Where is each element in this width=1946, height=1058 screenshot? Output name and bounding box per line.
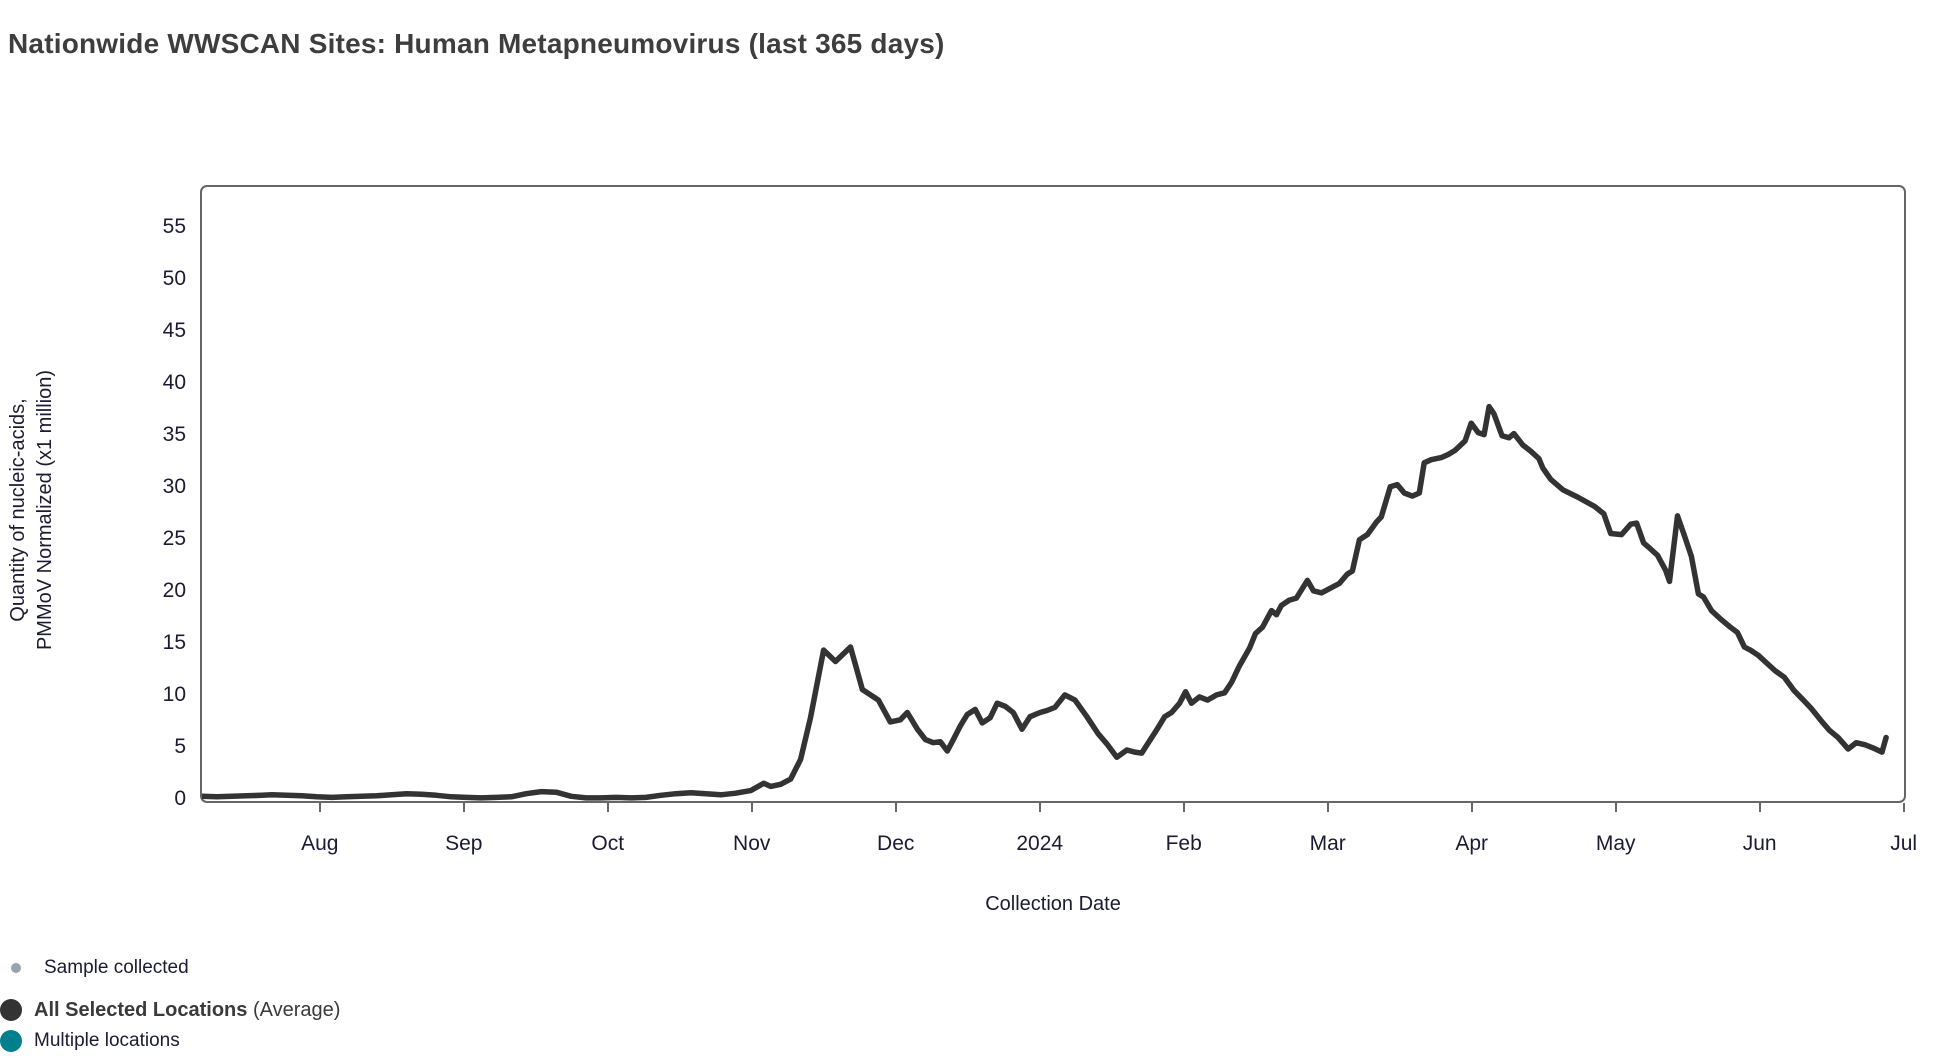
y-tick-label: 45 — [162, 318, 186, 342]
x-tick-label: Dec — [877, 832, 915, 855]
legend-item-sample-collected: Sample collected — [0, 954, 189, 982]
legend-label-all-selected-locations: All Selected Locations (Average) — [34, 999, 340, 1022]
x-tick-label: Mar — [1309, 832, 1346, 855]
legend-item-all-selected-locations: All Selected Locations (Average) — [0, 996, 340, 1024]
y-tick-label: 50 — [162, 266, 186, 290]
y-tick-label: 40 — [162, 370, 186, 394]
x-axis-title: Collection Date — [985, 893, 1121, 915]
x-tick-mark — [1758, 803, 1761, 812]
x-tick-label: Jun — [1742, 832, 1777, 855]
y-tick-label: 0 — [174, 787, 186, 810]
series-line-all-locations — [202, 403, 1889, 801]
legend-item-multiple-locations: Multiple locations — [0, 1027, 180, 1055]
x-tick-mark — [1902, 803, 1905, 812]
sample-collected-dot-icon — [11, 963, 21, 973]
y-axis-title-line1: Quantity of nucleic-acids, — [7, 398, 29, 622]
y-tick-label: 30 — [162, 474, 186, 498]
x-tick-mark — [462, 803, 465, 812]
y-axis-title-line2: PMMoV Normalized (x1 million) — [34, 369, 56, 651]
chart-plot-area — [200, 185, 1906, 803]
x-tick-mark — [1038, 803, 1041, 812]
y-tick-label: 5 — [174, 734, 186, 758]
y-tick-label: 15 — [162, 630, 186, 654]
x-tick-mark — [1470, 803, 1473, 812]
x-tick-mark — [750, 803, 753, 812]
legend-label-sample-collected: Sample collected — [44, 957, 189, 978]
all-locations-dot-icon — [0, 999, 22, 1021]
x-tick-mark — [1614, 803, 1617, 812]
x-tick-label: 2024 — [1016, 832, 1064, 855]
y-tick-label: 20 — [162, 578, 186, 602]
multiple-locations-dot-icon — [0, 1030, 22, 1052]
x-tick-mark — [1326, 803, 1329, 812]
x-tick-mark — [1182, 803, 1185, 812]
y-tick-label: 35 — [162, 422, 186, 446]
legend-label-all-selected-bold: All Selected Locations — [34, 998, 248, 1021]
legend-label-average-suffix: (Average) — [247, 998, 341, 1021]
x-tick-mark — [318, 803, 321, 812]
y-tick-label: 25 — [162, 526, 186, 550]
x-tick-label: Nov — [733, 832, 771, 855]
y-tick-label: 10 — [162, 682, 186, 706]
legend-label-multiple-locations: Multiple locations — [34, 1030, 180, 1051]
x-tick-label: May — [1595, 832, 1636, 855]
y-tick-label: 55 — [162, 214, 186, 238]
x-tick-mark — [606, 803, 609, 812]
x-tick-label: Sep — [445, 832, 483, 855]
x-tick-label: Oct — [591, 832, 625, 855]
x-tick-label: Feb — [1165, 832, 1202, 855]
x-tick-mark — [894, 803, 897, 812]
page-title: Nationwide WWSCAN Sites: Human Metapneum… — [8, 28, 945, 59]
x-tick-label: Aug — [301, 832, 339, 855]
line-chart-svg — [202, 403, 1889, 801]
x-tick-label: Apr — [1455, 832, 1489, 855]
x-tick-label: Jul — [1890, 832, 1918, 855]
y-axis-title: Quantity of nucleic-acids, PMMoV Normali… — [5, 260, 59, 760]
